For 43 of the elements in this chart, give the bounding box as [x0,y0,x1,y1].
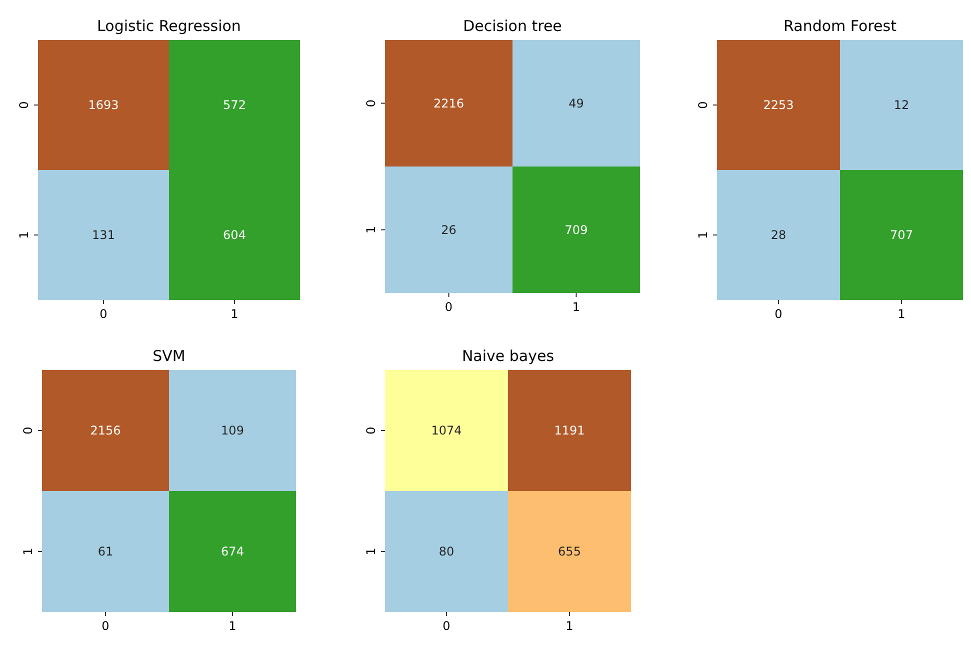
y-tick-label: 0 [17,101,31,109]
chart-title: SVM [152,347,186,365]
y-tick-label: 1 [364,226,378,234]
x-tick-label: 0 [102,619,110,633]
chart-title: Decision tree [463,17,562,35]
data-label: 674 [221,544,244,559]
x-tick-label: 0 [444,300,453,314]
data-label: 2253 [763,98,794,112]
data-label: 709 [564,222,588,237]
y-tick-label: 1 [17,231,31,239]
data-label: 1191 [554,424,585,438]
data-label: 28 [770,228,786,242]
y-tick-label: 0 [364,99,378,108]
data-label: 604 [223,228,246,242]
data-label: 572 [223,98,246,112]
x-tick-label: 1 [572,300,580,314]
chart-title: Naive bayes [462,347,554,365]
x-tick-label: 1 [566,619,574,633]
data-label: 707 [890,228,913,242]
x-tick-label: 1 [228,619,236,633]
x-tick-label: 0 [100,307,108,321]
x-tick-label: 1 [898,307,906,321]
data-label: 1074 [431,424,462,438]
data-label: 49 [568,96,584,110]
data-label: 61 [98,544,114,559]
data-label: 2156 [90,424,121,438]
data-label: 80 [438,544,454,559]
data-label: 26 [441,222,456,237]
data-label: 2216 [433,96,464,110]
x-tick-label: 1 [230,307,238,321]
y-tick-label: 1 [364,548,378,556]
data-label: 109 [221,424,244,438]
data-label: 655 [558,544,581,559]
x-tick-label: 0 [442,619,450,633]
chart-title: Random Forest [784,17,897,35]
y-tick-label: 0 [364,426,378,434]
x-tick-label: 0 [774,307,782,321]
data-label: 12 [894,98,910,112]
y-tick-label: 0 [21,426,35,434]
data-label: 1693 [88,98,119,112]
y-tick-label: 1 [21,548,35,556]
data-label: 131 [92,228,115,242]
chart-title: Logistic Regression [97,17,241,35]
